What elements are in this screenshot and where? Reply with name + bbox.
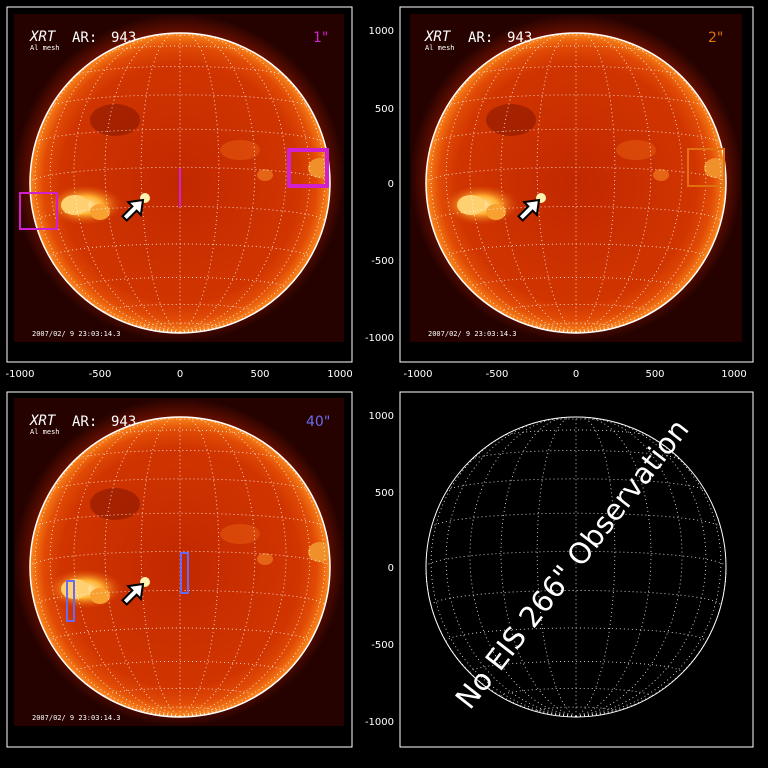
panel-3-grid bbox=[29, 416, 331, 717]
panel-1-slit-box-right bbox=[287, 148, 329, 188]
svg-text:500: 500 bbox=[375, 104, 394, 115]
panel-3-arrow-icon bbox=[121, 582, 145, 606]
svg-text:0: 0 bbox=[573, 369, 579, 380]
panel-4-frame bbox=[399, 391, 754, 748]
panel-1-ar-number: 943 bbox=[111, 30, 136, 46]
panel-1-arrow-icon bbox=[121, 198, 145, 222]
panel-2-features bbox=[443, 104, 726, 225]
svg-text:0: 0 bbox=[388, 563, 394, 574]
panel-2-instrument: XRT bbox=[424, 29, 452, 45]
svg-text:-1000: -1000 bbox=[403, 369, 432, 380]
panel-2-slit-label: 2" bbox=[708, 30, 723, 46]
svg-text:-1000: -1000 bbox=[365, 333, 394, 344]
panel-1-x-ticks: -1000 -500 0 500 1000 bbox=[5, 369, 352, 380]
panel-3-slit-label: 40" bbox=[306, 414, 330, 430]
panel-4-no-observation: 1000 500 0 -500 -1000 No EIS 266" Observ… bbox=[365, 391, 754, 748]
svg-text:-500: -500 bbox=[486, 369, 509, 380]
svg-text:-1000: -1000 bbox=[5, 369, 34, 380]
svg-text:1000: 1000 bbox=[369, 411, 394, 422]
panel-2-y-ticks: 1000 500 0 -500 -1000 bbox=[365, 26, 394, 344]
panel-3-slit-40: XRT Al mesh AR: 943 40" 2007/02/ 9 23:03… bbox=[6, 391, 353, 748]
panel-4-y-ticks: 1000 500 0 -500 -1000 bbox=[365, 411, 394, 728]
panel-3-slit-box-center bbox=[180, 552, 189, 594]
svg-text:1000: 1000 bbox=[369, 26, 394, 37]
panel-1-instrument: XRT bbox=[29, 29, 57, 45]
panel-2-filter: Al mesh bbox=[425, 44, 455, 52]
panel-1-frame bbox=[6, 6, 353, 363]
svg-text:0: 0 bbox=[388, 179, 394, 190]
panel-4-grid bbox=[425, 416, 727, 717]
panel-3-ar-number: 943 bbox=[111, 414, 136, 430]
panel-2-slit-2: XRT Al mesh AR: 943 2" 2007/02/ 9 23:03:… bbox=[365, 6, 754, 380]
panel-1-slit-label: 1" bbox=[313, 30, 328, 46]
svg-text:500: 500 bbox=[645, 369, 664, 380]
panel-3-timestamp: 2007/02/ 9 23:03:14.3 bbox=[32, 714, 121, 722]
panel-1-slit-box-left bbox=[19, 192, 58, 230]
svg-text:-500: -500 bbox=[371, 256, 394, 267]
panel-2-ar-number: 943 bbox=[507, 30, 532, 46]
panel-1-slit-1: XRT Al mesh AR: 943 1" 2007/02/ 9 23:03:… bbox=[5, 6, 353, 380]
svg-text:1000: 1000 bbox=[327, 369, 352, 380]
panel-2-timestamp: 2007/02/ 9 23:03:14.3 bbox=[428, 330, 517, 338]
panel-2-frame bbox=[399, 6, 754, 363]
panel-1-ar-label: AR: bbox=[72, 30, 97, 46]
svg-text:-1000: -1000 bbox=[365, 717, 394, 728]
svg-text:0: 0 bbox=[177, 369, 183, 380]
panel-3-frame bbox=[6, 391, 353, 748]
panel-3-filter: Al mesh bbox=[30, 428, 60, 436]
svg-text:500: 500 bbox=[250, 369, 269, 380]
panel-1-filter: Al mesh bbox=[30, 44, 60, 52]
panel-1-grid bbox=[29, 32, 331, 333]
panel-2-ar-label: AR: bbox=[468, 30, 493, 46]
panel-3-ar-label: AR: bbox=[72, 414, 97, 430]
panel-3-instrument: XRT bbox=[29, 413, 57, 429]
panel-4-message: No EIS 266" Observation bbox=[449, 412, 696, 715]
panel-2-arrow-icon bbox=[517, 198, 541, 222]
svg-text:-500: -500 bbox=[89, 369, 112, 380]
panel-3-slit-box-left bbox=[66, 580, 75, 622]
svg-text:-500: -500 bbox=[371, 640, 394, 651]
panel-2-slit-box bbox=[687, 148, 725, 187]
panel-2-grid bbox=[425, 32, 727, 333]
panel-2-x-ticks: -1000 -500 0 500 1000 bbox=[403, 369, 746, 380]
svg-text:1000: 1000 bbox=[721, 369, 746, 380]
panel-1-timestamp: 2007/02/ 9 23:03:14.3 bbox=[32, 330, 121, 338]
svg-text:500: 500 bbox=[375, 488, 394, 499]
